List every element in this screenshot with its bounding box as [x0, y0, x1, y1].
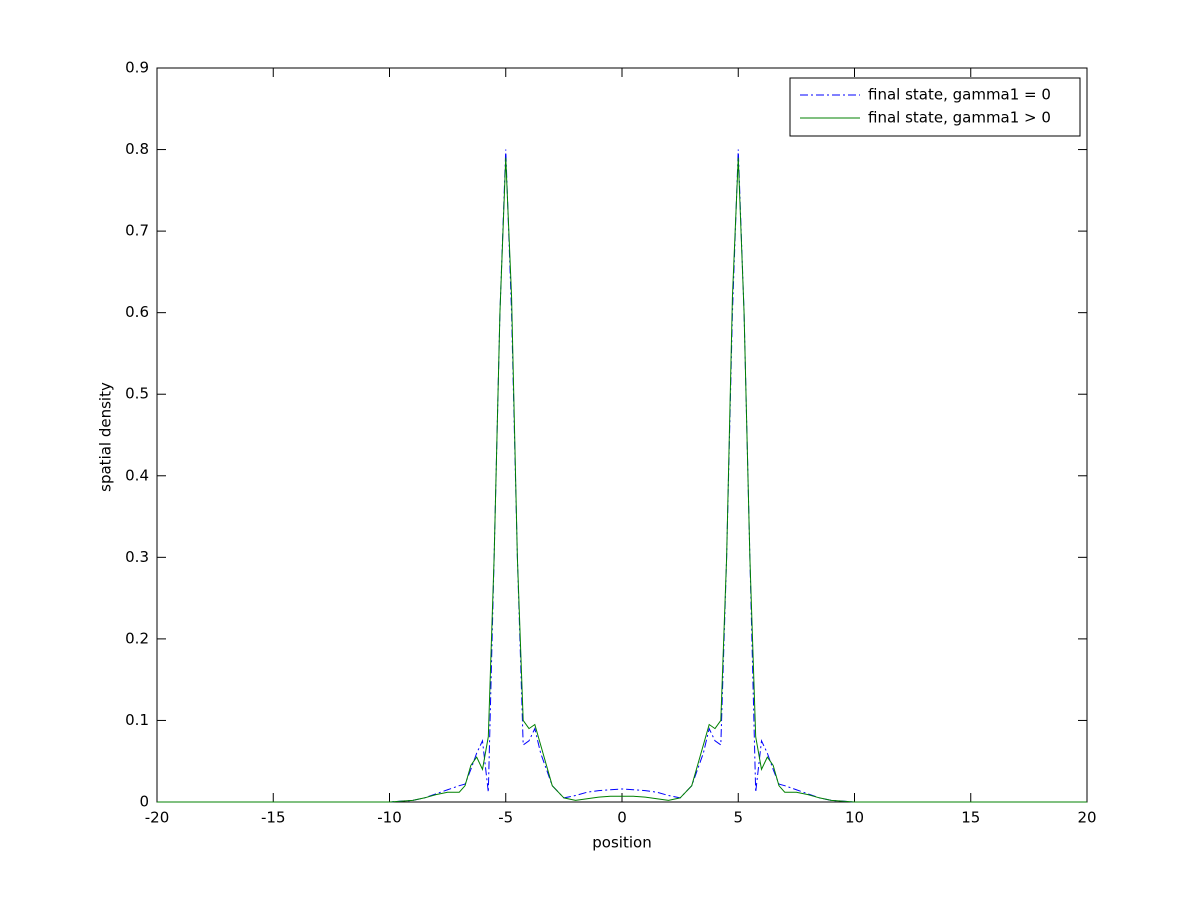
- series-line: [157, 149, 1087, 803]
- y-tick-label: 0.6: [125, 303, 149, 321]
- legend-label: final state, gamma1 = 0: [868, 86, 1051, 104]
- plot-area: [156, 67, 1088, 803]
- y-tick-label: 0.8: [125, 140, 149, 158]
- series-line: [157, 157, 1087, 803]
- x-tick-label: -10: [377, 809, 402, 827]
- x-tick-label: 15: [961, 809, 980, 827]
- y-tick-label: 0.3: [125, 548, 149, 566]
- x-tick-label: 0: [617, 809, 627, 827]
- x-tick-label: -5: [498, 809, 513, 827]
- legend-box: [789, 77, 1081, 137]
- x-tick-label: 20: [1077, 809, 1096, 827]
- legend-label: final state, gamma1 > 0: [868, 109, 1051, 127]
- y-tick-label: 0.9: [125, 59, 149, 77]
- y-axis-label: spatial density: [97, 382, 115, 492]
- y-tick-label: 0.2: [125, 629, 149, 647]
- y-tick-label: 0.4: [125, 466, 149, 484]
- x-tick-label: 5: [733, 809, 743, 827]
- y-tick-label: 0.5: [125, 385, 149, 403]
- y-tick-label: 0: [139, 793, 149, 811]
- x-tick-label: -15: [261, 809, 286, 827]
- y-tick-label: 0.7: [125, 222, 149, 240]
- x-tick-label: -20: [145, 809, 170, 827]
- x-tick-label: 10: [845, 809, 864, 827]
- y-tick-label: 0.1: [125, 711, 149, 729]
- x-axis-label: position: [592, 834, 651, 852]
